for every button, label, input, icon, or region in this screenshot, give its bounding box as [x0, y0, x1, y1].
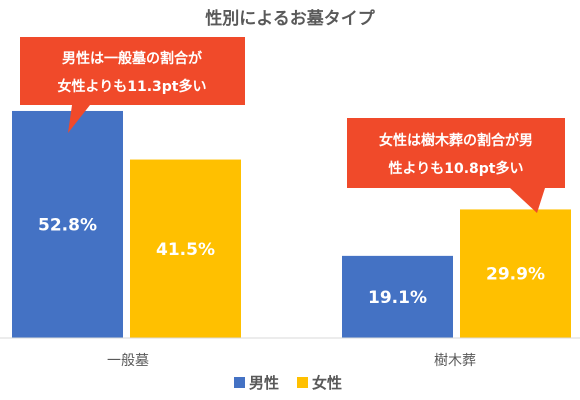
callout-male-line-1: 男性は一般墓の割合が	[62, 50, 203, 67]
callout-male-line-2: 女性よりも11.3pt多い	[58, 78, 207, 95]
callout-female-box	[347, 118, 565, 213]
legend-label-female: 女性	[312, 374, 342, 392]
bar-male-ippanbo	[12, 110, 123, 339]
data-label-female-ippanbo: 41.5%	[156, 240, 215, 260]
x-tick-label-jumokuso: 樹木葬	[434, 353, 476, 369]
bar-female-ippanbo	[130, 159, 241, 338]
callout-female-line-2: 性よりも10.8pt多い	[389, 160, 524, 177]
legend-label-male: 男性	[249, 374, 279, 392]
chart-title: 性別によるお墓タイプ	[205, 8, 375, 29]
data-label-male-ippanbo: 52.8%	[38, 215, 97, 235]
callout-female-line-1: 女性は樹木葬の割合が男	[379, 132, 533, 149]
bar-female-jumokuso	[460, 209, 571, 338]
bar-male-jumokuso	[342, 255, 453, 338]
legend-swatch-female	[297, 377, 308, 388]
callout-male: 男性は一般墓の割合が 女性よりも11.3pt多い	[20, 37, 245, 133]
callout-male-box	[20, 37, 245, 133]
data-label-male-jumokuso: 19.1%	[368, 288, 427, 308]
data-label-female-jumokuso: 29.9%	[486, 265, 545, 285]
legend: 男性 女性	[234, 374, 342, 392]
bars-layer: 52.8% 41.5% 19.1% 29.9%	[12, 110, 571, 339]
x-tick-label-ippanbo: 一般墓	[107, 353, 149, 369]
callout-female: 女性は樹木葬の割合が男 性よりも10.8pt多い	[347, 118, 565, 213]
legend-swatch-male	[234, 377, 245, 388]
